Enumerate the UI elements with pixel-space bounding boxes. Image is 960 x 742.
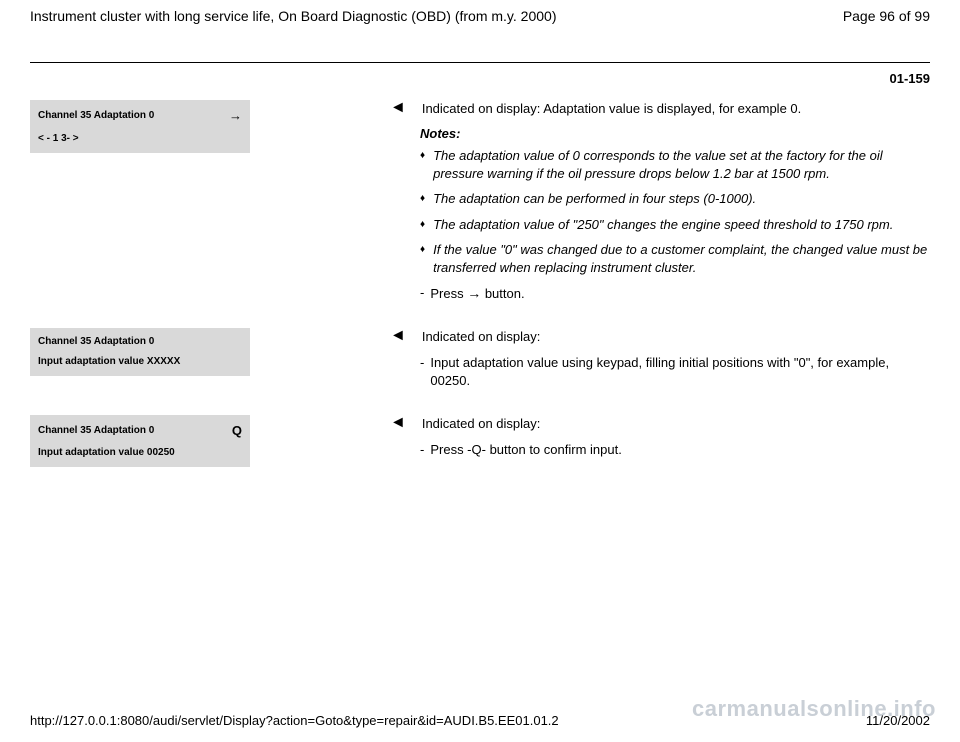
header-rule [30, 62, 930, 63]
text-column: ◄ Indicated on display: -Input adaptatio… [390, 328, 930, 397]
action-item: -Input adaptation value using keypad, fi… [420, 354, 930, 390]
display-box: Channel 35 Adaptation 0 Input adaptation… [30, 328, 250, 376]
action-list: -Press -Q- button to confirm input. [420, 441, 930, 459]
display-line1-left: Channel 35 Adaptation 0 [38, 423, 154, 439]
triangle-left-icon: ◄ [390, 328, 406, 344]
arrow-right-icon: → [467, 285, 481, 301]
text-column: ◄ Indicated on display: -Press -Q- butto… [390, 415, 930, 465]
page-count: Page 96 of 99 [843, 8, 930, 24]
content-block: Channel 35 Adaptation 0 Q Input adaptati… [30, 415, 930, 468]
footer-url: http://127.0.0.1:8080/audi/servlet/Displ… [30, 713, 559, 728]
notes-label: Notes: [420, 126, 930, 141]
display-box: Channel 35 Adaptation 0 Q Input adaptati… [30, 415, 250, 468]
content-block: Channel 35 Adaptation 0 → < - 1 3- > ◄ I… [30, 100, 930, 310]
page-footer: http://127.0.0.1:8080/audi/servlet/Displ… [30, 713, 930, 728]
notes-list: ♦The adaptation value of 0 corresponds t… [420, 147, 930, 276]
display-line2: < - 1 3- > [38, 131, 242, 147]
note-item: ♦The adaptation value of "250" changes t… [420, 216, 930, 234]
display-line1-left: Channel 35 Adaptation 0 [38, 334, 154, 350]
section-number: 01-159 [30, 71, 930, 86]
display-line1-right: Q [232, 421, 242, 442]
arrow-right-icon: → [229, 106, 242, 127]
action-list: -Input adaptation value using keypad, fi… [420, 354, 930, 390]
page-header: Instrument cluster with long service lif… [30, 8, 930, 34]
footer-date: 11/20/2002 [866, 713, 930, 728]
display-line2: Input adaptation value 00250 [38, 445, 242, 461]
lead-text: Indicated on display: [422, 328, 541, 346]
doc-title: Instrument cluster with long service lif… [30, 8, 556, 24]
text-column: ◄ Indicated on display: Adaptation value… [390, 100, 930, 310]
action-item: - Press → button. [420, 284, 930, 304]
triangle-left-icon: ◄ [390, 100, 406, 116]
content-block: Channel 35 Adaptation 0 Input adaptation… [30, 328, 930, 397]
lead-text: Indicated on display: Adaptation value i… [422, 100, 801, 118]
note-item: ♦If the value "0" was changed due to a c… [420, 241, 930, 276]
display-line2: Input adaptation value XXXXX [38, 354, 242, 370]
action-list: - Press → button. [420, 284, 930, 304]
lead-text: Indicated on display: [422, 415, 541, 433]
action-item: -Press -Q- button to confirm input. [420, 441, 930, 459]
note-item: ♦The adaptation value of 0 corresponds t… [420, 147, 930, 182]
display-box: Channel 35 Adaptation 0 → < - 1 3- > [30, 100, 250, 153]
display-line1-left: Channel 35 Adaptation 0 [38, 108, 154, 124]
triangle-left-icon: ◄ [390, 415, 406, 431]
note-item: ♦The adaptation can be performed in four… [420, 190, 930, 208]
